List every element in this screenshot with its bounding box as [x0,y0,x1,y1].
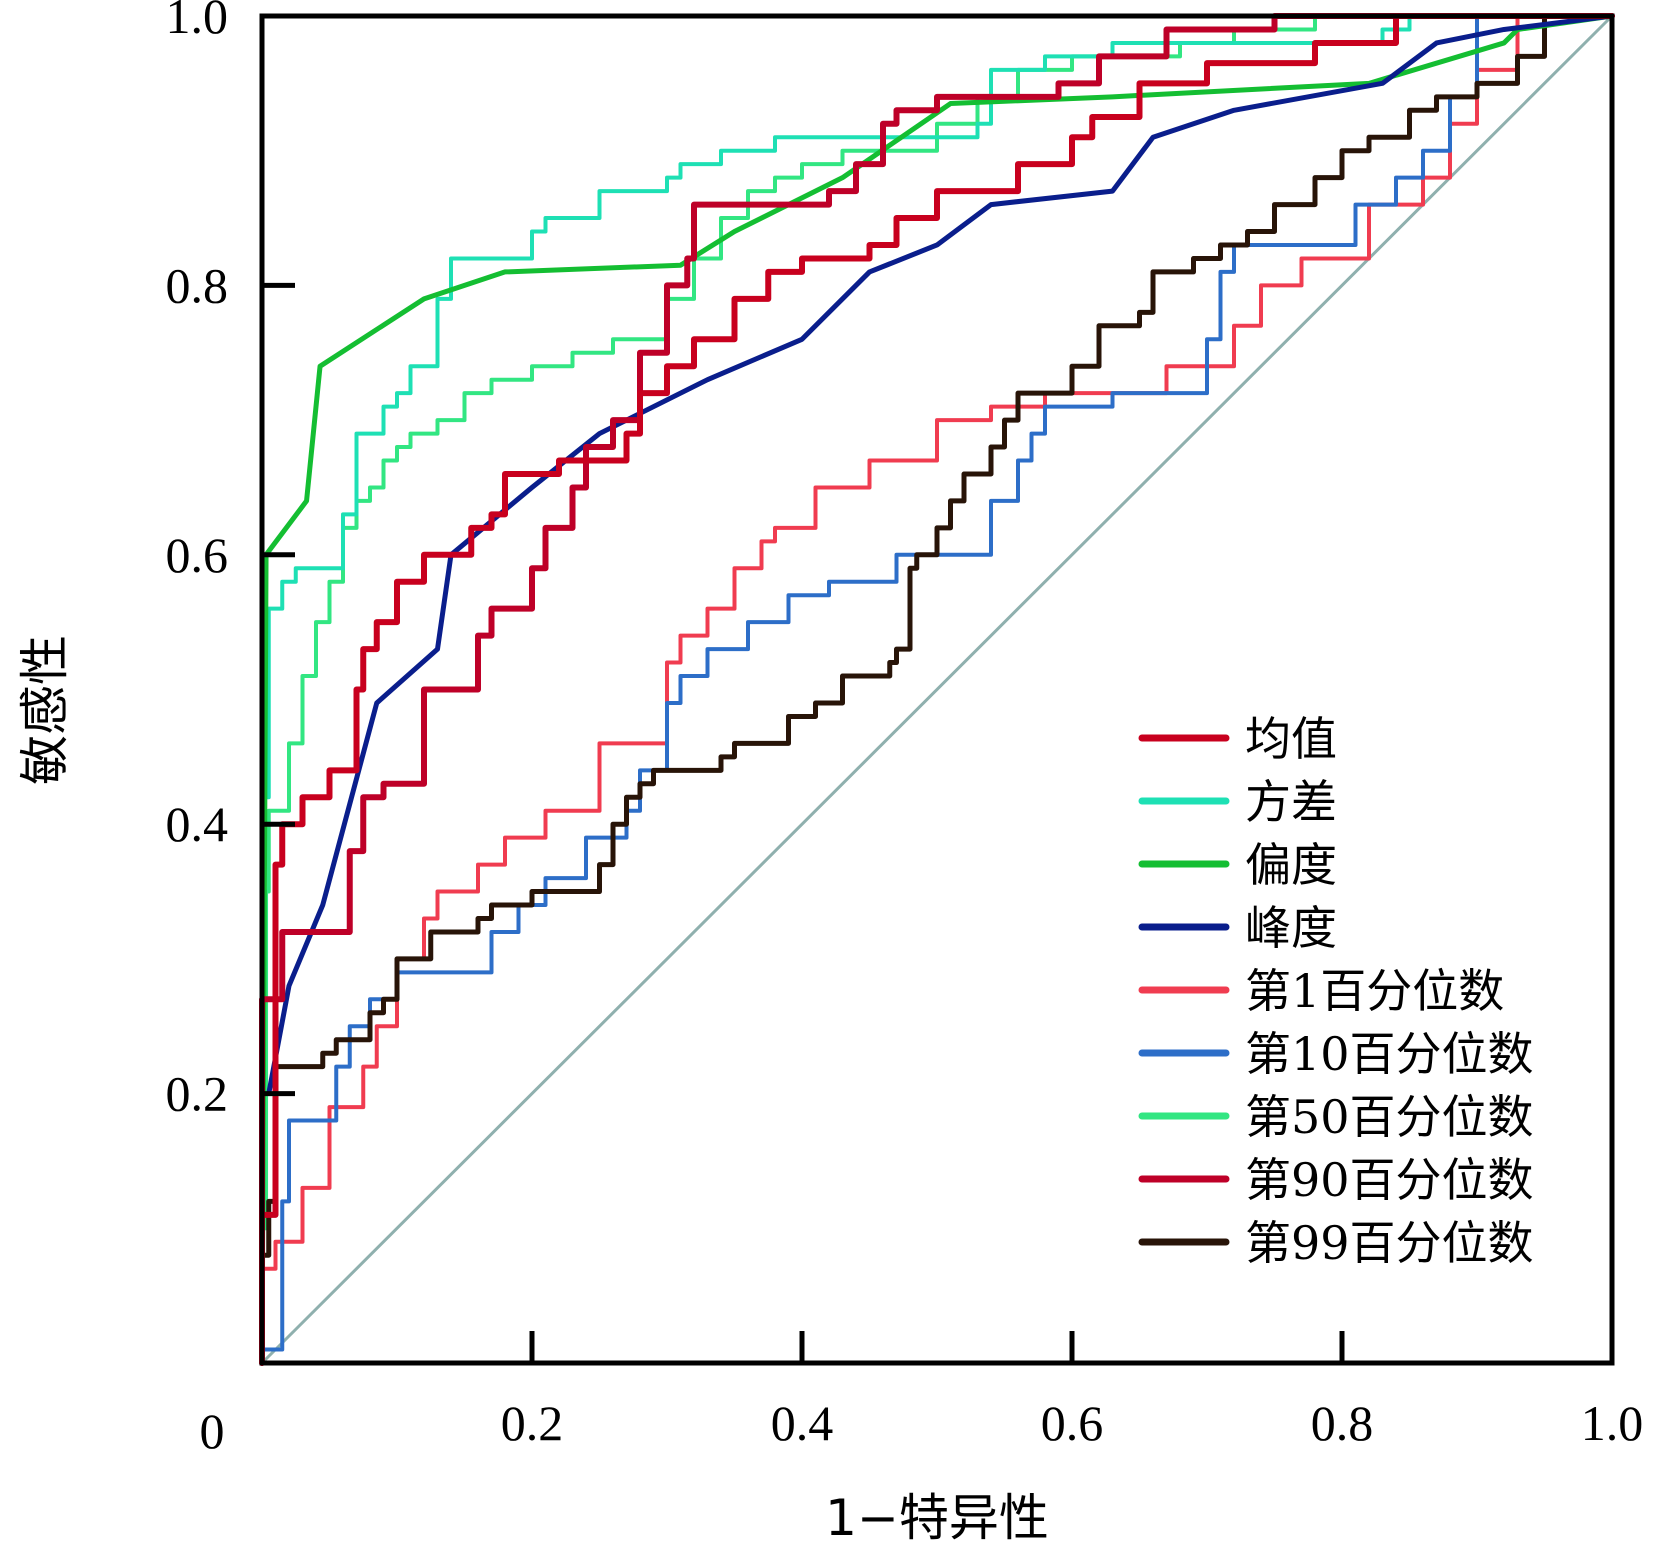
legend-item: 第50百分位数 [1138,1090,1534,1144]
legend-label: 峰度 [1245,901,1337,955]
legend-item: 第99百分位数 [1138,1216,1534,1270]
legend-item: 第10百分位数 [1138,1027,1534,1081]
x-tick-label: 0.8 [1311,1395,1374,1451]
series-layer [259,13,1615,1366]
legend-item: 第90百分位数 [1138,1153,1534,1207]
y-tick-label: 0.4 [166,796,229,852]
legend-label: 偏度 [1245,838,1337,892]
series-line-7 [259,13,1615,1366]
legend-label: 第50百分位数 [1245,1090,1534,1144]
y-axis-title: 敏感性 [16,635,74,785]
legend-label: 方差 [1245,775,1337,829]
legend-item: 峰度 [1138,901,1337,955]
y-tick-label: 0.6 [166,527,229,583]
series-line-8 [259,13,1615,1366]
x-tick-label: 1.0 [1581,1395,1644,1451]
axis-ticks: 0 0.2 0.4 0.6 0.8 1.0 0.2 0.4 0.6 0.8 1.0 [166,0,1644,1459]
x-tick-label: 0.2 [501,1395,564,1451]
reference-layer [260,14,1614,1365]
legend-label: 第10百分位数 [1245,1027,1534,1081]
x-tick-label: 0 [200,1403,225,1459]
legend: 均值方差偏度峰度第1百分位数第10百分位数第50百分位数第90百分位数第99百分… [1138,712,1534,1270]
legend-item: 方差 [1138,775,1337,829]
series-line-3 [266,13,1615,1097]
series-line-1 [260,14,1614,1365]
x-tick-label: 0.6 [1041,1395,1104,1451]
legend-item: 第1百分位数 [1138,964,1504,1018]
legend-item: 偏度 [1138,838,1337,892]
legend-item: 均值 [1138,712,1337,766]
reference-diagonal-line [260,14,1614,1365]
legend-label: 均值 [1245,712,1337,766]
x-axis-title: 1−特异性 [825,1489,1049,1547]
y-tick-label: 1.0 [166,0,229,44]
y-tick-label: 0.8 [166,257,229,313]
legend-label: 第1百分位数 [1245,964,1504,1018]
plot-frame [259,13,1615,1366]
legend-label: 第90百分位数 [1245,1153,1534,1207]
series-line-2 [259,13,1615,1366]
y-tick-label: 0.2 [166,1066,229,1122]
legend-label: 第99百分位数 [1245,1216,1534,1270]
series-line-5 [260,14,1614,1365]
series-line-4 [260,14,1614,1365]
series-line-0 [259,13,1615,1366]
x-tick-label: 0.4 [771,1395,834,1451]
